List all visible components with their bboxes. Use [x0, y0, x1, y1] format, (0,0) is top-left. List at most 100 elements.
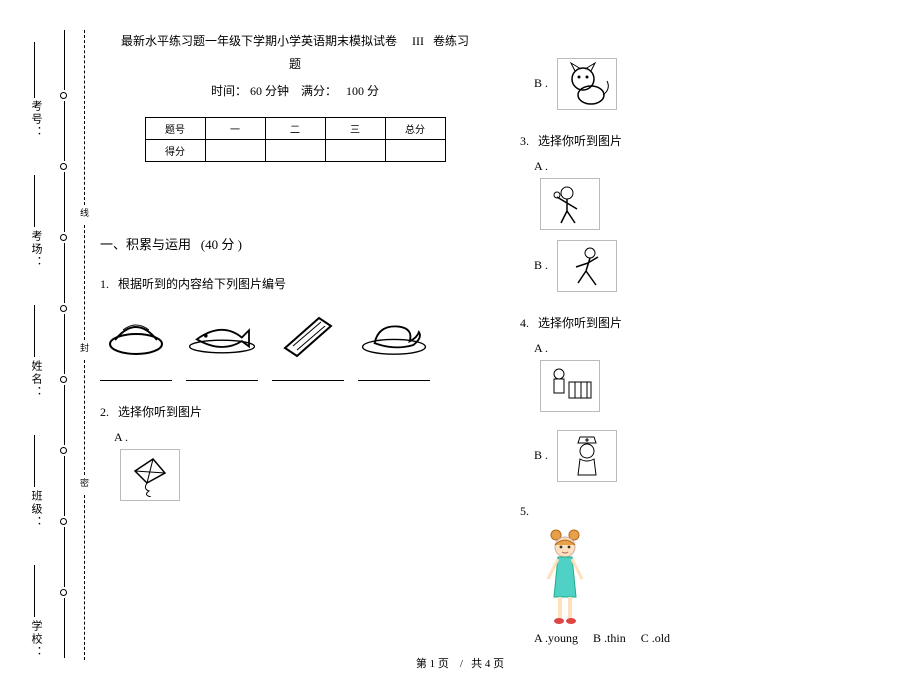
- blank-line: [186, 371, 258, 381]
- q3-img-person-a: [540, 178, 600, 230]
- q2-optA-label: A .: [114, 430, 128, 444]
- seal-char-line: 线: [78, 208, 91, 217]
- q3-optB-label: B .: [534, 258, 548, 272]
- q5-optA: A .young: [534, 631, 578, 645]
- footer-sep: /: [460, 658, 463, 670]
- q4-option-b: B .: [520, 430, 910, 482]
- label-name: 姓名：: [28, 360, 44, 399]
- bind-seg: [64, 101, 65, 161]
- q1-img-fish: [186, 306, 258, 361]
- th-num: 题号: [145, 117, 205, 139]
- q4-optB-label: B .: [534, 448, 548, 462]
- bind-circle: [60, 589, 67, 596]
- bind-circle: [60, 447, 67, 454]
- q5-optB: B .thin: [593, 631, 626, 645]
- td-blank: [205, 139, 265, 161]
- question-1: 1. 根据听到的内容给下列图片编号: [100, 275, 490, 292]
- q2-optB-label: B .: [534, 76, 548, 90]
- q3-optA-label: A .: [534, 159, 548, 173]
- seal-dash: [84, 360, 85, 475]
- q2-text: 选择你听到图片: [118, 405, 202, 419]
- q3-img-person-b: [557, 240, 617, 292]
- q4-optA-label: A .: [534, 341, 548, 355]
- q2-optA-img-wrap: [100, 449, 490, 501]
- seal-dash: [84, 495, 85, 660]
- bind-circle: [60, 305, 67, 312]
- q3-option-b: B .: [520, 240, 910, 292]
- title-part-a: 最新水平练习题一年级下学期小学英语期末模拟试卷: [121, 34, 397, 48]
- q5-img-wrap: [520, 525, 910, 625]
- right-column: B . 3. 选择你听到图片 A . B . 4. 选: [520, 30, 910, 646]
- footer-left: 第 1 页: [416, 658, 449, 670]
- seal-dash: [84, 30, 85, 205]
- q1-blanks: [100, 371, 490, 381]
- seal-char-feng: 封: [78, 343, 91, 352]
- bind-circle: [60, 234, 67, 241]
- q2-img-kite: [120, 449, 180, 501]
- section-heading-points: (40 分 ): [201, 237, 242, 252]
- footer-right: 共 4 页: [471, 658, 504, 670]
- bind-circle: [60, 518, 67, 525]
- table-row: 题号 一 二 三 总分: [145, 117, 445, 139]
- page-title: 最新水平练习题一年级下学期小学英语期末模拟试卷 III 卷练习 题: [100, 30, 490, 76]
- label-room: 考场：: [28, 230, 44, 269]
- td-blank: [265, 139, 325, 161]
- q5-prefix: 5.: [520, 504, 529, 518]
- blank-line: [100, 371, 172, 381]
- q4-img-shop: [540, 360, 600, 412]
- line-school: [34, 565, 35, 617]
- question-3: 3. 选择你听到图片: [520, 132, 910, 149]
- label-class: 班级：: [28, 490, 44, 529]
- bind-seg: [64, 598, 65, 658]
- bind-circle: [60, 92, 67, 99]
- question-5: 5.: [520, 504, 910, 519]
- seal-char-mi: 密: [78, 478, 91, 487]
- q1-prefix: 1.: [100, 277, 109, 291]
- bind-seg: [64, 385, 65, 445]
- main-content: 最新水平练习题一年级下学期小学英语期末模拟试卷 III 卷练习 题 时间： 60…: [100, 30, 910, 646]
- q3-optA-img-wrap: [520, 178, 910, 230]
- bind-seg: [64, 527, 65, 587]
- label-exam-id: 考号：: [28, 100, 44, 139]
- time-score-line: 时间： 60 分钟 满分： 100 分: [100, 82, 490, 99]
- th-total: 总分: [385, 117, 445, 139]
- bind-circle: [60, 163, 67, 170]
- q1-text: 根据听到的内容给下列图片编号: [118, 277, 286, 291]
- full-label: 满分：: [301, 84, 337, 98]
- section-heading-text: 一、积累与运用: [100, 237, 191, 252]
- score-table: 题号 一 二 三 总分 得分: [145, 117, 446, 162]
- section-heading-1: 一、积累与运用 (40 分 ): [100, 234, 490, 253]
- bind-seg: [64, 314, 65, 374]
- q2-img-cat: [557, 58, 617, 110]
- th-1: 一: [205, 117, 265, 139]
- bind-seg: [64, 172, 65, 232]
- td-blank: [385, 139, 445, 161]
- q3-option-a: A .: [520, 159, 910, 174]
- q2-option-a: A .: [100, 430, 490, 445]
- line-room: [34, 175, 35, 227]
- th-3: 三: [325, 117, 385, 139]
- title-line2: 题: [289, 57, 301, 71]
- title-part-b: III: [412, 34, 424, 48]
- q4-img-nurse: [557, 430, 617, 482]
- bind-seg: [64, 243, 65, 303]
- binding-sidebar: 考号： 考场： 姓名： 班级： 学校： 线 封 密: [0, 0, 95, 681]
- q5-optC: C .old: [641, 631, 670, 645]
- bind-seg: [64, 30, 65, 90]
- full-value: 100 分: [346, 84, 379, 98]
- q4-text: 选择你听到图片: [538, 316, 622, 330]
- q1-images: [100, 306, 490, 361]
- q1-img-rice: [100, 306, 172, 361]
- blank-line: [272, 371, 344, 381]
- line-class: [34, 435, 35, 487]
- question-4: 4. 选择你听到图片: [520, 314, 910, 331]
- q3-prefix: 3.: [520, 134, 529, 148]
- td-score-label: 得分: [145, 139, 205, 161]
- question-2: 2. 选择你听到图片: [100, 403, 490, 420]
- table-row: 得分: [145, 139, 445, 161]
- blank-line: [358, 371, 430, 381]
- line-exam-id: [34, 42, 35, 98]
- q2-option-b: B .: [520, 58, 910, 110]
- td-blank: [325, 139, 385, 161]
- q4-optA-img-wrap: [520, 360, 910, 412]
